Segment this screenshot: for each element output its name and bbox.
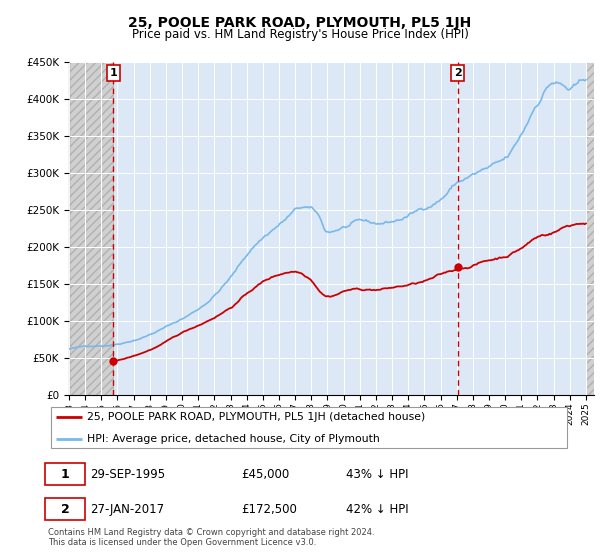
Text: 2: 2 bbox=[454, 68, 461, 78]
FancyBboxPatch shape bbox=[46, 463, 85, 486]
Text: £45,000: £45,000 bbox=[241, 468, 289, 480]
Text: Contains HM Land Registry data © Crown copyright and database right 2024.
This d: Contains HM Land Registry data © Crown c… bbox=[48, 528, 374, 547]
Text: Price paid vs. HM Land Registry's House Price Index (HPI): Price paid vs. HM Land Registry's House … bbox=[131, 28, 469, 41]
Text: HPI: Average price, detached house, City of Plymouth: HPI: Average price, detached house, City… bbox=[87, 434, 380, 444]
Text: 2: 2 bbox=[61, 502, 70, 516]
FancyBboxPatch shape bbox=[50, 407, 568, 449]
FancyBboxPatch shape bbox=[46, 498, 85, 520]
Text: 25, POOLE PARK ROAD, PLYMOUTH, PL5 1JH: 25, POOLE PARK ROAD, PLYMOUTH, PL5 1JH bbox=[128, 16, 472, 30]
Text: 1: 1 bbox=[61, 468, 70, 480]
Text: £172,500: £172,500 bbox=[241, 502, 297, 516]
Text: 1: 1 bbox=[110, 68, 117, 78]
Text: 43% ↓ HPI: 43% ↓ HPI bbox=[346, 468, 408, 480]
Text: 27-JAN-2017: 27-JAN-2017 bbox=[90, 502, 164, 516]
Text: 25, POOLE PARK ROAD, PLYMOUTH, PL5 1JH (detached house): 25, POOLE PARK ROAD, PLYMOUTH, PL5 1JH (… bbox=[87, 412, 425, 422]
Text: 42% ↓ HPI: 42% ↓ HPI bbox=[346, 502, 408, 516]
Text: 29-SEP-1995: 29-SEP-1995 bbox=[90, 468, 165, 480]
